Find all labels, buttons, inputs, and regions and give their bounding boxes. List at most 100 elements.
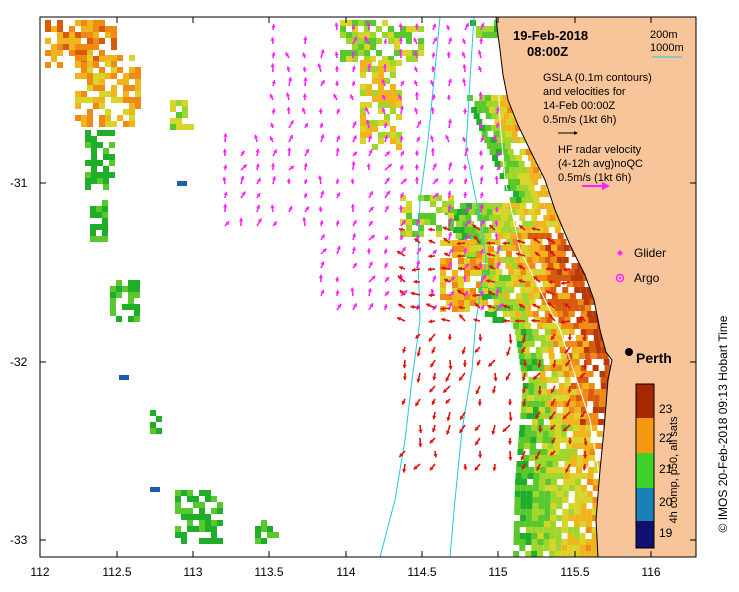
sst-cell: [519, 521, 526, 527]
sst-cell: [175, 490, 181, 496]
gsla-arrow-head: [546, 290, 551, 295]
hf-arrow-head: [270, 123, 275, 127]
sst-cell: [526, 287, 533, 293]
sst-cell: [580, 311, 587, 317]
sst-cell: [583, 443, 590, 449]
sst-cell: [111, 38, 117, 44]
sst-cell: [109, 142, 115, 148]
hf-arrow-head: [335, 290, 340, 294]
sst-cell: [555, 551, 562, 557]
sst-cell: [81, 20, 87, 26]
sst-cell: [573, 533, 580, 539]
sst-cell: [520, 179, 527, 185]
gsla-scale: 0.5m/s (1kt 6h): [543, 114, 617, 126]
gsla-arrow-head: [502, 427, 507, 432]
sst-cell: [568, 509, 575, 515]
sst-cell: [562, 365, 569, 371]
sst-cell: [546, 209, 553, 215]
hf-arrow-head: [416, 136, 420, 141]
sst-cell: [582, 377, 589, 383]
sst-cell: [526, 365, 533, 371]
sst-cell: [366, 102, 372, 108]
sst-cell: [490, 269, 497, 275]
sst-cell: [503, 245, 510, 251]
sst-cell: [93, 56, 99, 62]
sst-cell: [456, 221, 463, 227]
sst-cell: [602, 353, 609, 359]
sst-cell: [57, 50, 63, 56]
sst-cell: [526, 311, 533, 317]
sst-cell: [81, 73, 87, 79]
sst-cell: [587, 371, 594, 377]
sst-cell: [563, 479, 570, 485]
sst-cell: [494, 227, 501, 233]
sst-cell: [515, 479, 522, 485]
sst-cell: [562, 509, 569, 515]
sst-cell: [116, 286, 122, 292]
gsla-line-1: GSLA (0.1m contours): [543, 72, 652, 84]
sst-cell: [510, 209, 517, 215]
hf-arrow-head: [257, 218, 262, 223]
sst-cell: [524, 437, 531, 443]
gsla-arrow-head: [445, 399, 450, 404]
sst-cell: [586, 329, 593, 335]
hf-arrow-head: [445, 135, 450, 140]
hf-arrow-head: [431, 52, 436, 57]
sst-cell: [516, 467, 523, 473]
sst-cell: [526, 407, 533, 413]
sst-cell: [500, 119, 507, 125]
sst-cell: [497, 95, 503, 101]
sst-cell: [93, 26, 99, 32]
colorbar-tick-22: 22: [659, 431, 673, 445]
sst-cell: [492, 317, 499, 323]
sst-cell: [358, 44, 364, 50]
sst-cell: [458, 258, 464, 264]
hf-arrow-head: [462, 275, 468, 279]
sst-cell: [255, 532, 261, 538]
sst-cell: [549, 215, 556, 221]
sst-cell: [340, 20, 346, 26]
sst-cell: [476, 252, 482, 258]
sst-cell: [583, 299, 590, 305]
sst-cell: [508, 269, 515, 275]
hf-arrow-head: [335, 220, 340, 225]
sst-cell: [170, 100, 176, 106]
sst-cell: [470, 240, 476, 246]
sst-cell: [486, 101, 493, 107]
hf-arrow-head: [320, 80, 325, 85]
sst-cell: [525, 305, 532, 311]
hf-arrow-head: [367, 64, 372, 68]
sst-cell: [516, 155, 523, 161]
hf-arrow-head: [479, 164, 484, 169]
sst-cell: [513, 521, 520, 527]
hf-arrow-head: [387, 164, 392, 168]
hf-arrow-head: [401, 247, 406, 252]
hf-arrow-head: [482, 275, 486, 280]
gsla-arrow-head: [399, 266, 404, 271]
sst-cell: [587, 293, 594, 299]
sst-cell: [581, 473, 588, 479]
hf-arrow-head: [432, 250, 437, 254]
sst-cell: [366, 90, 372, 96]
sst-cell: [116, 316, 122, 322]
sst-cell: [477, 107, 484, 113]
sst-cell: [572, 281, 579, 287]
gsla-arrow-head: [533, 375, 538, 380]
sst-cell: [366, 126, 372, 132]
sst-cell: [484, 137, 491, 143]
sst-cell: [555, 419, 562, 425]
sst-cell: [550, 365, 557, 371]
sst-cell: [524, 431, 531, 437]
sst-cell: [97, 172, 103, 178]
sst-cell: [476, 119, 483, 125]
sst-cell: [87, 97, 93, 103]
hf-arrow-head: [399, 235, 404, 239]
sst-cell: [111, 121, 117, 127]
sst-cell: [378, 138, 384, 144]
sst-cell: [406, 201, 412, 207]
sst-cell: [193, 502, 199, 508]
hf-arrow-head: [448, 162, 453, 167]
sst-cell: [352, 20, 358, 26]
sst-cell: [527, 395, 534, 401]
sst-cell: [436, 231, 442, 237]
